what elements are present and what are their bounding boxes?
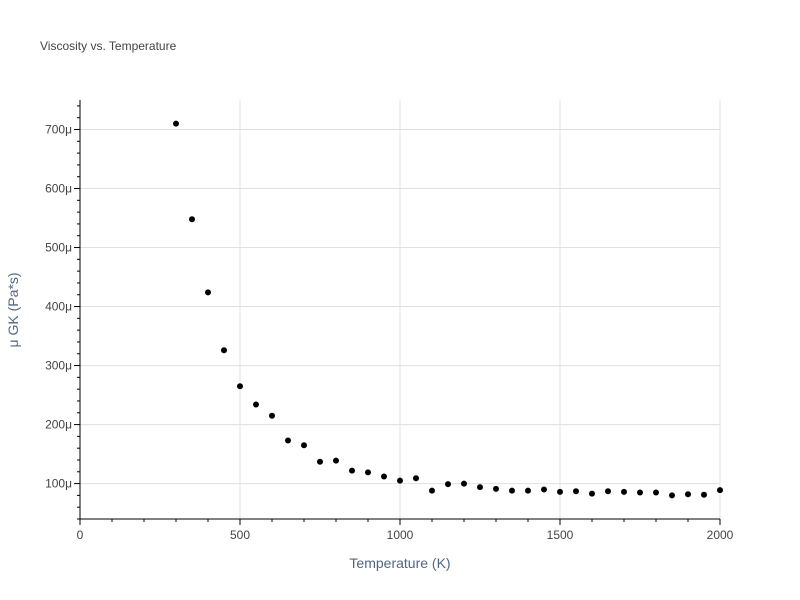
data-point bbox=[397, 477, 403, 484]
data-point bbox=[701, 491, 707, 498]
y-tick-label: 500μ bbox=[45, 241, 72, 255]
y-tick-label: 600μ bbox=[45, 182, 72, 196]
data-point bbox=[653, 489, 659, 496]
data-point bbox=[317, 458, 323, 465]
data-point bbox=[509, 487, 515, 494]
data-point bbox=[253, 401, 259, 408]
data-point bbox=[381, 473, 387, 480]
data-point bbox=[669, 492, 675, 499]
x-tick-label: 1000 bbox=[387, 528, 414, 542]
data-point bbox=[413, 475, 419, 482]
chart-title: Viscosity vs. Temperature bbox=[40, 39, 177, 53]
axis-layer bbox=[74, 100, 721, 525]
x-tick-label: 1500 bbox=[547, 528, 574, 542]
data-point bbox=[717, 487, 723, 494]
y-axis-title: μ GK (Pa*s) bbox=[5, 273, 21, 348]
x-tick-label: 500 bbox=[230, 528, 250, 542]
data-point bbox=[301, 442, 307, 449]
data-point bbox=[493, 485, 499, 492]
data-point bbox=[237, 383, 243, 390]
data-point bbox=[221, 347, 227, 354]
x-axis-title: Temperature (K) bbox=[349, 555, 450, 571]
data-point bbox=[573, 488, 579, 495]
y-tick-label: 200μ bbox=[45, 418, 72, 432]
data-point bbox=[461, 480, 467, 487]
data-point bbox=[621, 488, 627, 495]
data-point bbox=[285, 437, 291, 444]
marker-layer bbox=[173, 120, 723, 499]
data-point bbox=[429, 487, 435, 494]
data-point bbox=[189, 216, 195, 223]
grid-layer bbox=[80, 100, 721, 519]
data-point bbox=[477, 484, 483, 491]
y-tick-label: 100μ bbox=[45, 477, 72, 491]
data-point bbox=[269, 412, 275, 419]
data-point bbox=[333, 457, 339, 464]
data-point bbox=[365, 469, 371, 476]
data-point bbox=[205, 289, 211, 296]
y-tick-label: 700μ bbox=[45, 123, 72, 137]
data-point bbox=[349, 467, 355, 474]
tick-label-layer: 100μ 200μ 300μ 400μ 500μ 600μ 700μ 0 500 1000 1500… bbox=[45, 123, 734, 542]
y-tick-label: 300μ bbox=[45, 359, 72, 373]
data-point bbox=[557, 488, 563, 495]
data-point bbox=[685, 491, 691, 498]
x-tick-label: 0 bbox=[77, 528, 84, 542]
data-point bbox=[605, 488, 611, 495]
data-point bbox=[589, 490, 595, 497]
data-point bbox=[445, 481, 451, 488]
x-tick-label: 2000 bbox=[707, 528, 734, 542]
y-tick-label: 400μ bbox=[45, 300, 72, 314]
data-point bbox=[525, 487, 531, 494]
data-point bbox=[173, 120, 179, 127]
data-point bbox=[541, 486, 547, 493]
data-point bbox=[637, 489, 643, 496]
